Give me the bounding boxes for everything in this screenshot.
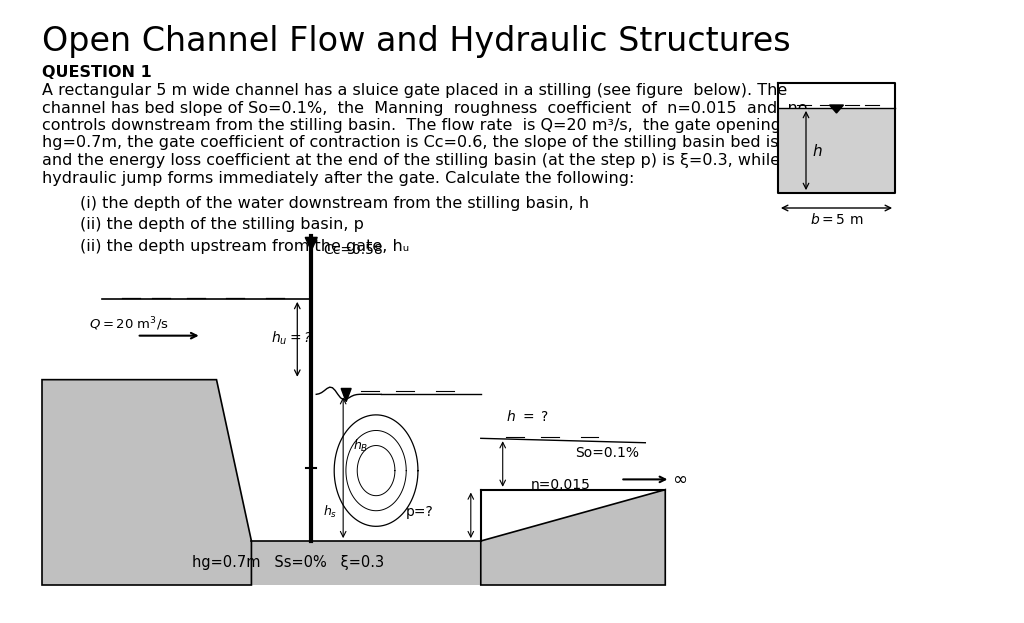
- Text: $Q = 20\ \mathrm{m^3/s}$: $Q = 20\ \mathrm{m^3/s}$: [89, 315, 169, 333]
- Text: controls downstream from the stilling basin.  The flow rate  is Q=20 m³/s,  the : controls downstream from the stilling ba…: [42, 118, 799, 133]
- Text: (ii) the depth of the stilling basin, p: (ii) the depth of the stilling basin, p: [80, 217, 364, 232]
- Text: $h\ =\ ?$: $h\ =\ ?$: [506, 409, 549, 424]
- Text: n=0.015: n=0.015: [530, 478, 591, 492]
- Polygon shape: [829, 105, 844, 113]
- Polygon shape: [305, 237, 317, 250]
- Text: and the energy loss coefficient at the end of the stilling basin (at the step p): and the energy loss coefficient at the e…: [42, 153, 812, 168]
- Text: channel has bed slope of So=0.1%,  the  Manning  roughness  coefficient  of  n=0: channel has bed slope of So=0.1%, the Ma…: [42, 100, 808, 115]
- Text: QUESTION 1: QUESTION 1: [42, 65, 152, 80]
- Text: $h_B$: $h_B$: [353, 437, 369, 454]
- Polygon shape: [778, 108, 895, 193]
- Polygon shape: [341, 389, 351, 402]
- Text: $b = 5\ \mathrm{m}$: $b = 5\ \mathrm{m}$: [810, 212, 863, 227]
- Text: A rectangular 5 m wide channel has a sluice gate placed in a stilling (see figur: A rectangular 5 m wide channel has a slu…: [42, 83, 787, 98]
- Text: $h_u=$?: $h_u=$?: [271, 330, 313, 347]
- Text: hg=0.7m, the gate coefficient of contraction is Cc=0.6, the slope of the stillin: hg=0.7m, the gate coefficient of contrac…: [42, 135, 846, 151]
- Text: $\infty$: $\infty$: [672, 470, 687, 488]
- Polygon shape: [252, 541, 481, 585]
- Text: p=?: p=?: [406, 505, 434, 519]
- Polygon shape: [481, 490, 666, 585]
- Text: Open Channel Flow and Hydraulic Structures: Open Channel Flow and Hydraulic Structur…: [42, 25, 791, 58]
- Text: hg=0.7m   Ss=0%   ξ=0.3: hg=0.7m Ss=0% ξ=0.3: [191, 555, 384, 570]
- Text: Cc=0.58: Cc=0.58: [324, 243, 383, 257]
- Text: So=0.1%: So=0.1%: [575, 446, 640, 460]
- Text: hydraulic jump forms immediately after the gate. Calculate the following:: hydraulic jump forms immediately after t…: [42, 171, 635, 186]
- Text: $h_s$: $h_s$: [324, 503, 338, 520]
- Text: (ii) the depth upstream from the gate, hᵤ: (ii) the depth upstream from the gate, h…: [80, 239, 410, 254]
- Text: (i) the depth of the water downstream from the stilling basin, h: (i) the depth of the water downstream fr…: [80, 196, 589, 211]
- Text: $h$: $h$: [812, 143, 822, 158]
- Polygon shape: [42, 379, 252, 585]
